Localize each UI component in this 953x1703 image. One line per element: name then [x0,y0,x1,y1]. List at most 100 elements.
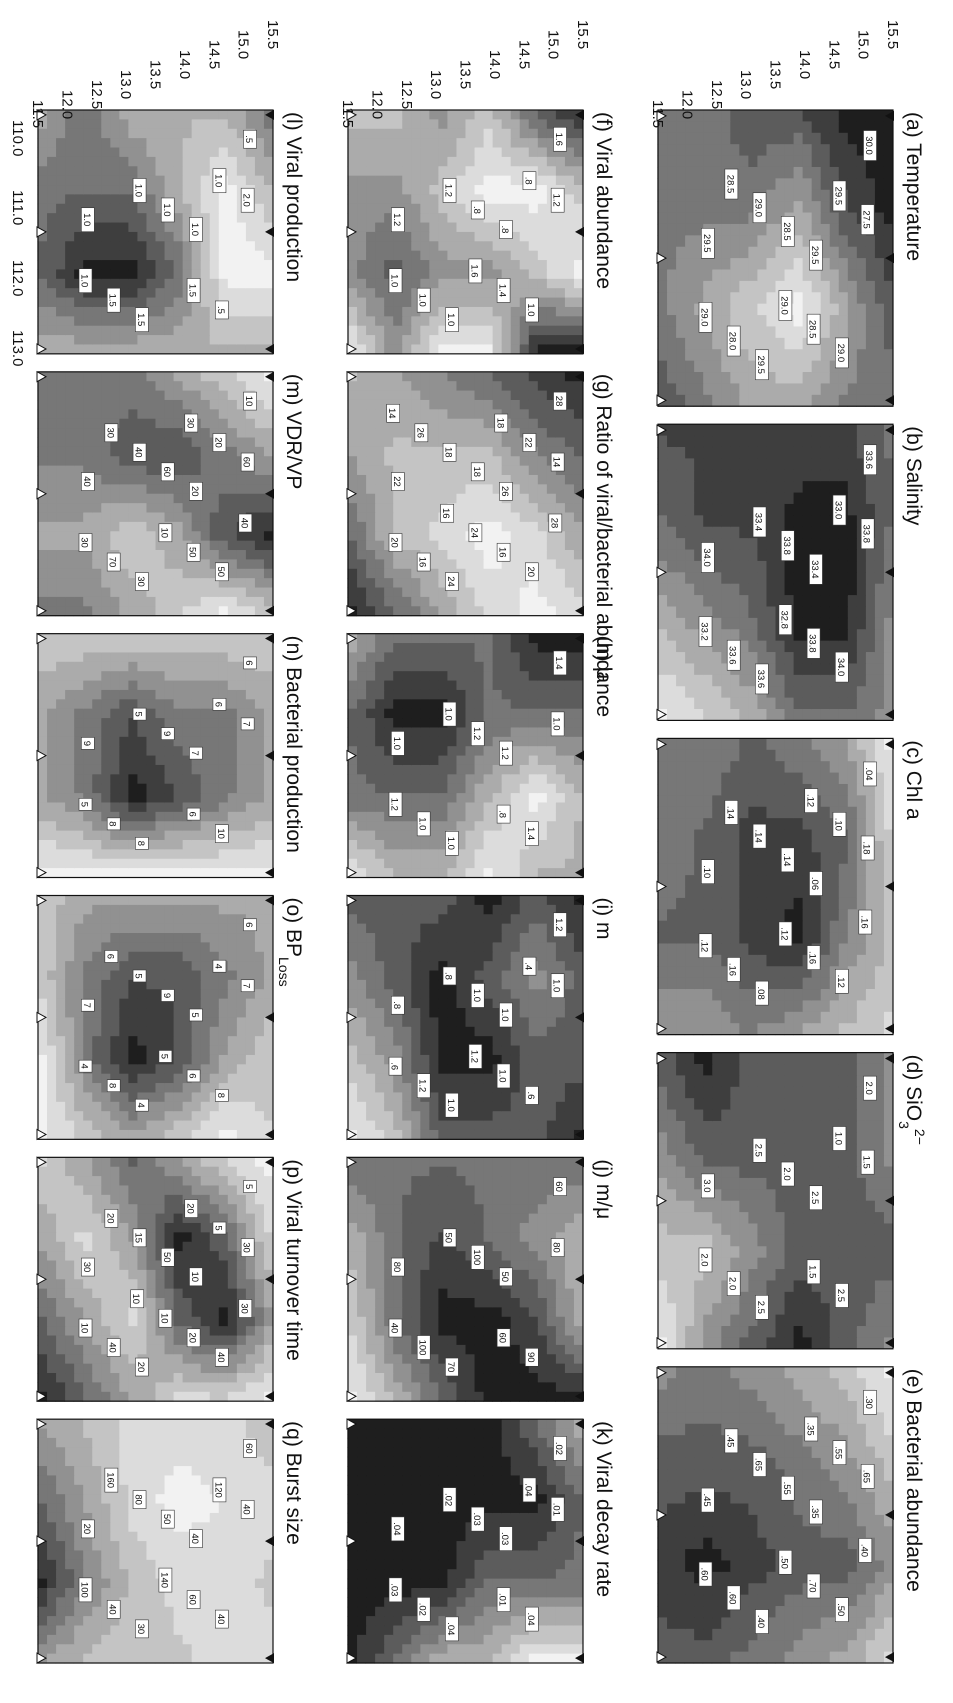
heat-cell [401,306,412,317]
heat-cell [473,185,484,196]
heat-cell [747,1435,758,1448]
heat-cell [573,250,583,261]
heat-cell [792,1257,803,1270]
heat-cell [519,456,529,467]
heat-cell [657,1571,668,1584]
heat-cell [847,383,857,396]
heat-cell [510,503,520,514]
heat-cell [811,372,821,385]
heat-cell [720,1166,731,1179]
heat-cell [374,596,385,607]
heat-cell [702,1314,713,1327]
heat-cell [811,469,821,482]
heat-cell [347,241,358,252]
heat-cell [729,132,740,145]
heat-cell [702,166,713,179]
heat-cell [883,201,893,214]
contour-label: .8 [522,177,533,185]
heat-cell [747,1200,758,1213]
heat-cell [856,652,866,665]
heat-cell [564,297,574,308]
heat-cell [675,303,686,316]
heat-cell [519,399,529,410]
heat-cell [675,201,686,214]
heat-cell [792,897,803,910]
heat-cell [546,587,556,598]
heat-cell [811,1617,821,1630]
heat-cell [711,1366,722,1379]
heat-cell [510,409,520,420]
heat-cell [510,335,520,346]
heat-cell [684,640,695,653]
heat-cell [820,1446,830,1459]
heat-cell [693,738,704,751]
heat-cell [865,1257,875,1270]
heat-cell [765,795,776,808]
heat-cell [666,446,677,459]
heat-cell [792,1446,803,1459]
heat-cell [729,583,740,596]
heat-cell [437,371,448,382]
heat-cell [802,1063,812,1076]
heat-cell [446,147,457,158]
heat-cell [356,260,367,271]
heat-cell [756,617,767,630]
heat-cell [774,1446,785,1459]
heat-cell [783,583,794,596]
heat-cell [356,587,367,598]
heat-cell [666,1223,677,1236]
heat-cell [856,1594,866,1607]
heat-cell [847,1011,857,1024]
heat-cell [865,663,875,676]
heat-cell [847,875,857,888]
heat-cell [711,606,722,619]
heat-cell [675,469,686,482]
heat-cell [792,121,803,134]
contour-label: .10 [701,865,712,878]
heat-cell [783,886,794,899]
heat-cell [811,1400,821,1413]
heat-cell [820,1132,830,1145]
heat-cell [874,1617,884,1630]
heat-cell [792,258,803,271]
heat-cell [657,1000,668,1013]
heat-cell [675,1469,686,1482]
heat-cell [729,1023,740,1036]
heat-cell [856,572,866,585]
heat-cell [446,297,457,308]
heat-cell [720,1469,731,1482]
contour-label: 1.2 [551,194,562,207]
heat-cell [838,954,848,967]
heat-cell [756,932,767,945]
heat-cell [428,399,439,410]
heat-cell [428,138,439,149]
heat-cell [684,1628,695,1641]
heat-cell [666,1400,677,1413]
heat-cell [510,110,520,120]
heat-cell [573,128,583,139]
heat-cell [756,852,767,865]
heat-cell [675,458,686,471]
heat-cell [455,418,466,429]
heat-cell [738,469,749,482]
heat-cell [856,1109,866,1122]
heat-cell [738,560,749,573]
heat-cell [856,383,866,396]
heat-cell [874,1560,884,1573]
heat-cell [874,1212,884,1225]
heat-cell [747,749,758,762]
heat-cell [392,578,403,589]
heat-cell [756,1257,767,1270]
heat-cell [473,156,484,167]
heat-cell [847,1291,857,1304]
heat-cell [783,1400,794,1413]
heat-cell [765,1366,776,1379]
heat-cell [501,512,511,523]
heat-cell [419,371,430,382]
heat-cell [702,1537,713,1550]
heat-cell [501,390,511,401]
heat-cell [693,909,704,922]
heat-cell [765,155,776,168]
heat-cell [829,144,839,157]
heat-cell [747,178,758,191]
